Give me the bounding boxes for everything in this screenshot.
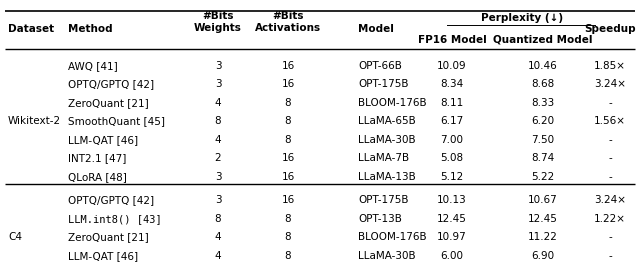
Text: 8: 8 [285,232,291,242]
Text: AWQ [41]: AWQ [41] [68,61,118,71]
Text: 3: 3 [214,79,221,89]
Text: LLaMA-7B: LLaMA-7B [358,153,409,163]
Text: 8.34: 8.34 [440,79,463,89]
Text: LLaMA-30B: LLaMA-30B [358,251,415,261]
Text: Speedup: Speedup [584,24,636,34]
Text: FP16 Model: FP16 Model [418,35,486,45]
Text: 3.24×: 3.24× [594,79,626,89]
Text: 3: 3 [214,61,221,71]
Text: -: - [608,172,612,182]
Text: 10.67: 10.67 [528,195,558,205]
Text: 8: 8 [214,116,221,126]
Text: 11.22: 11.22 [528,232,558,242]
Text: 1.85×: 1.85× [594,61,626,71]
Text: 16: 16 [282,172,294,182]
Text: #Bits
Weights: #Bits Weights [194,11,242,33]
Text: 10.13: 10.13 [437,195,467,205]
Text: OPT-13B: OPT-13B [358,214,402,224]
Text: OPT-175B: OPT-175B [358,195,408,205]
Text: 8: 8 [285,98,291,108]
Text: 5.08: 5.08 [440,153,463,163]
Text: 1.22×: 1.22× [594,214,626,224]
Text: 8: 8 [285,135,291,145]
Text: 2: 2 [214,153,221,163]
Text: -: - [608,251,612,261]
Text: 8: 8 [214,214,221,224]
Text: 8: 8 [285,251,291,261]
Text: C4: C4 [8,232,22,242]
Text: 1.56×: 1.56× [594,116,626,126]
Text: 5.22: 5.22 [531,172,555,182]
Text: LLM-QAT [46]: LLM-QAT [46] [68,135,138,145]
Text: QLoRA [48]: QLoRA [48] [68,172,127,182]
Text: 8: 8 [285,116,291,126]
Text: 3: 3 [214,195,221,205]
Text: Quantized Model: Quantized Model [493,35,593,45]
Text: OPT-66B: OPT-66B [358,61,402,71]
Text: OPT-175B: OPT-175B [358,79,408,89]
Text: -: - [608,98,612,108]
Text: LLaMA-30B: LLaMA-30B [358,135,415,145]
Text: 5.12: 5.12 [440,172,463,182]
Text: Model: Model [358,24,394,34]
Text: Dataset: Dataset [8,24,54,34]
Text: 16: 16 [282,61,294,71]
Text: 8.11: 8.11 [440,98,463,108]
Text: 4: 4 [214,135,221,145]
Text: 12.45: 12.45 [437,214,467,224]
Text: 8: 8 [285,214,291,224]
Text: 16: 16 [282,79,294,89]
Text: BLOOM-176B: BLOOM-176B [358,98,427,108]
Text: 10.97: 10.97 [437,232,467,242]
Text: 8.68: 8.68 [531,79,555,89]
Text: ZeroQuant [21]: ZeroQuant [21] [68,98,148,108]
Text: 10.09: 10.09 [437,61,467,71]
Text: LLaMA-13B: LLaMA-13B [358,172,416,182]
Text: LLaMA-65B: LLaMA-65B [358,116,416,126]
Text: -: - [608,232,612,242]
Text: ZeroQuant [21]: ZeroQuant [21] [68,232,148,242]
Text: 3.24×: 3.24× [594,195,626,205]
Text: LLM.int8() [43]: LLM.int8() [43] [68,214,162,224]
Text: 16: 16 [282,195,294,205]
Text: -: - [608,135,612,145]
Text: Wikitext-2: Wikitext-2 [8,116,61,126]
Text: 12.45: 12.45 [528,214,558,224]
Text: Perplexity (↓): Perplexity (↓) [481,13,564,23]
Text: 6.90: 6.90 [531,251,555,261]
Text: 6.20: 6.20 [531,116,555,126]
Text: 16: 16 [282,153,294,163]
Text: INT2.1 [47]: INT2.1 [47] [68,153,126,163]
Text: SmoothQuant [45]: SmoothQuant [45] [68,116,165,126]
Text: Method: Method [68,24,113,34]
Text: 4: 4 [214,232,221,242]
Text: 6.17: 6.17 [440,116,463,126]
Text: -: - [608,153,612,163]
Text: OPTQ/GPTQ [42]: OPTQ/GPTQ [42] [68,195,154,205]
Text: 8.33: 8.33 [531,98,555,108]
Text: #Bits
Activations: #Bits Activations [255,11,321,33]
Text: LLM-QAT [46]: LLM-QAT [46] [68,251,138,261]
Text: BLOOM-176B: BLOOM-176B [358,232,427,242]
Text: 3: 3 [214,172,221,182]
Text: 4: 4 [214,98,221,108]
Text: 6.00: 6.00 [440,251,463,261]
Text: 7.00: 7.00 [440,135,463,145]
Text: 7.50: 7.50 [531,135,555,145]
Text: 8.74: 8.74 [531,153,555,163]
Text: 10.46: 10.46 [528,61,558,71]
Text: OPTQ/GPTQ [42]: OPTQ/GPTQ [42] [68,79,154,89]
Text: 4: 4 [214,251,221,261]
